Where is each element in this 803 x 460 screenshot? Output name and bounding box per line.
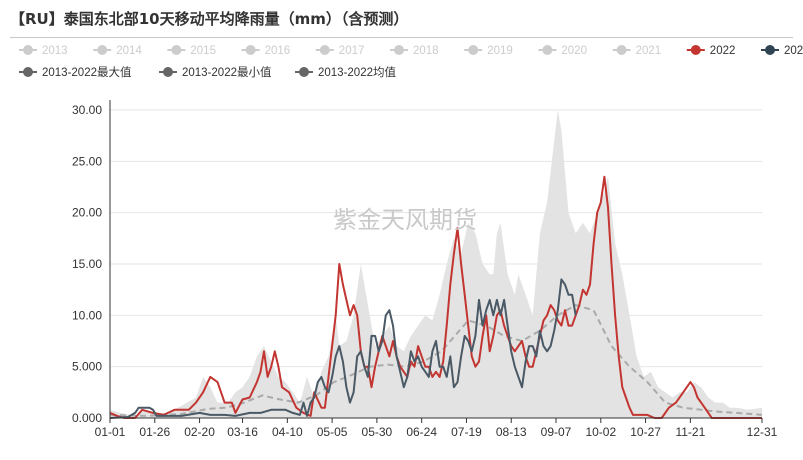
legend-marker [468, 45, 479, 55]
legend-marker [616, 45, 627, 55]
x-tick-label: 01-01 [95, 425, 126, 439]
legend-marker [23, 45, 33, 55]
series-area [110, 110, 762, 418]
legend-item[interactable]: 2013-2022最大值 [19, 65, 132, 79]
legend-label: 2023 [784, 45, 803, 57]
legend-label: 2021 [636, 45, 662, 57]
legend-marker [23, 67, 33, 77]
legend-label: 2013-2022均值 [318, 66, 396, 79]
y-tick-label: 10.00 [72, 308, 102, 322]
y-tick-label: 25.00 [72, 154, 102, 168]
x-tick-label: 10-02 [585, 425, 616, 439]
legend-item[interactable]: 2015 [167, 45, 216, 57]
watermark: 紫金天风期货 [333, 206, 477, 234]
x-tick-label: 01-26 [139, 425, 170, 439]
x-tick-label: 06-24 [406, 425, 437, 439]
legend-item[interactable]: 2021 [612, 45, 662, 57]
x-tick-label: 12-31 [747, 425, 778, 439]
series-2023-line [109, 278, 577, 419]
x-tick-label: 07-19 [451, 425, 482, 439]
x-tick-label: 08-13 [496, 425, 527, 439]
legend-item[interactable]: 2019 [464, 45, 513, 57]
y-tick-label: 30.00 [72, 103, 102, 117]
legend-label: 2015 [190, 45, 216, 57]
legend-label: 2020 [561, 45, 587, 57]
title-divider [10, 37, 793, 38]
legend-label: 2019 [487, 45, 513, 57]
legend-item[interactable]: 2022 [686, 45, 736, 57]
x-tick-label: 11-21 [675, 425, 705, 439]
x-tick-label: 05-30 [362, 425, 393, 439]
legend-label: 2016 [265, 45, 291, 57]
legend-item[interactable]: 2013 [19, 45, 68, 57]
legend-marker [765, 45, 775, 55]
series-2013-2022-line [109, 304, 763, 417]
legend-marker [97, 45, 108, 55]
axes: 0.000 5.000 10.00 15.00 20.00 25.00 30.00 01-01… [72, 100, 778, 439]
x-tick-label: 03-16 [227, 425, 258, 439]
legend-label: 2022 [710, 45, 736, 57]
legend-item[interactable]: 2020 [538, 45, 587, 57]
legend-item[interactable]: 2023 [761, 45, 803, 57]
legend-marker [394, 45, 404, 55]
x-tick-label: 10-27 [630, 425, 661, 439]
legend-marker [245, 45, 256, 55]
legend-label: 2014 [116, 45, 142, 57]
legend-label: 2013-2022最大值 [42, 65, 132, 79]
x-tick-label: 09-07 [541, 425, 572, 439]
legend-item[interactable]: 2013-2022最小值 [159, 66, 272, 79]
legend-label: 2018 [413, 45, 439, 57]
series-2013-2022-area [110, 110, 762, 418]
x-tick-label: 04-10 [272, 425, 303, 439]
y-tick-label: 15.00 [72, 257, 102, 271]
legend-label: 2017 [339, 45, 365, 57]
legend-marker [319, 45, 330, 55]
legend-item[interactable]: 2016 [241, 45, 291, 57]
legend-marker [690, 45, 701, 55]
y-tick-label: 5.000 [72, 360, 102, 374]
legend-item[interactable]: 2017 [315, 45, 365, 57]
x-tick-label: 02-20 [184, 425, 215, 439]
legend-marker [171, 45, 182, 55]
legend-marker [299, 67, 309, 77]
legend: 2013 2014 2015 2016 2017 2018 2019 2020 2021 2022… [19, 45, 803, 79]
legend-item[interactable]: 2014 [93, 45, 142, 57]
legend-marker [163, 67, 173, 77]
chart-title: 【RU】泰国东北部10天移动平均降雨量（mm）（含预测） [10, 10, 409, 28]
legend-item[interactable]: 2013-2022均值 [295, 66, 396, 79]
legend-label: 2013 [42, 45, 68, 57]
y-tick-label: 20.00 [72, 206, 102, 220]
series-2022-line [109, 175, 762, 419]
x-tick-label: 05-05 [317, 425, 348, 439]
legend-label: 2013-2022最小值 [182, 66, 272, 79]
series-lines [109, 175, 763, 419]
legend-item[interactable]: 2018 [390, 45, 439, 57]
legend-marker [542, 45, 553, 55]
y-tick-label: 0.000 [72, 411, 102, 425]
